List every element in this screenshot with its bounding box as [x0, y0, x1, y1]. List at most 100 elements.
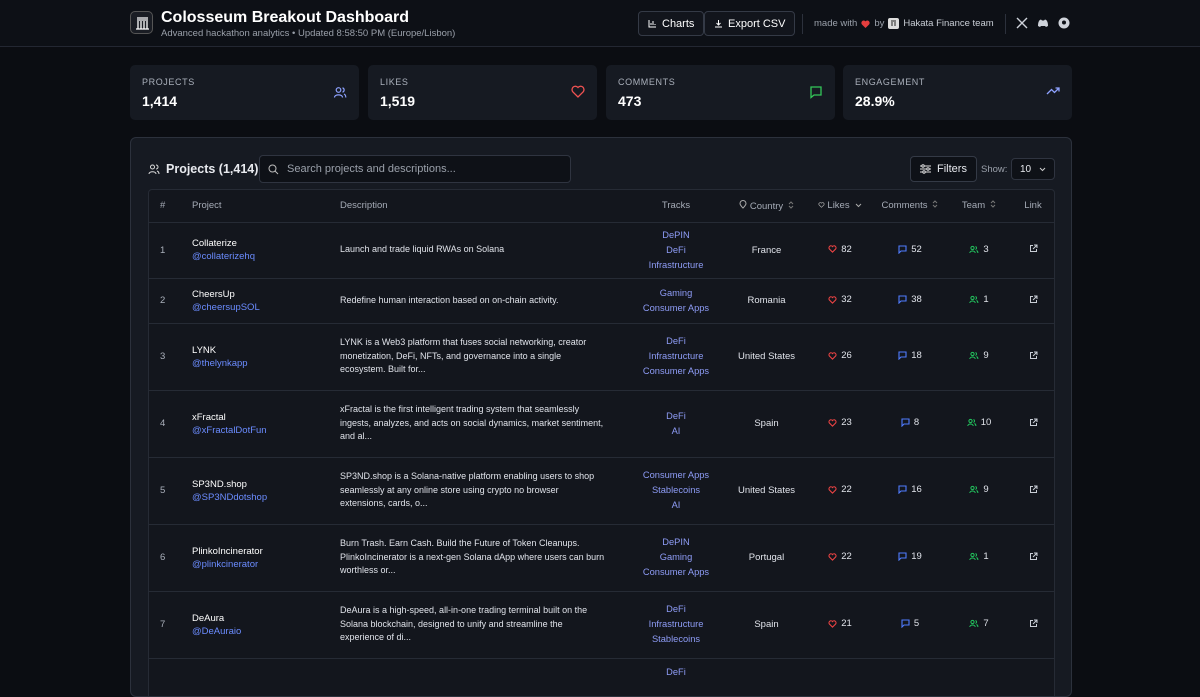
likes-count: 23: [828, 417, 852, 428]
cell: [873, 658, 947, 696]
column-label: Country: [749, 200, 784, 212]
team-value: 9: [983, 350, 989, 361]
column-header[interactable]: Likes: [807, 190, 873, 223]
project-handle[interactable]: @SP3NDdotshop: [192, 491, 268, 503]
cell: France: [726, 222, 807, 279]
project-handle[interactable]: @DeAuraio: [192, 625, 242, 637]
project-handle[interactable]: @cheersupSOL: [192, 301, 260, 313]
column-header[interactable]: Comments: [873, 190, 947, 223]
cell: [149, 658, 191, 696]
track: DeFi: [666, 410, 686, 421]
external-link[interactable]: [1029, 552, 1038, 564]
subtitle: Advanced hackathon analytics: [161, 28, 290, 39]
project-name: DeAura: [192, 612, 225, 624]
track: DePIN: [662, 229, 690, 240]
export-button[interactable]: Export CSV: [704, 11, 796, 36]
team-link[interactable]: Hakata Finance team: [903, 18, 994, 29]
cell: 19: [873, 524, 947, 592]
external-link[interactable]: [1029, 619, 1038, 631]
comments-value: 8: [913, 417, 920, 428]
cell: 18: [873, 323, 947, 391]
comments-count: 8: [901, 417, 919, 428]
cell: [1011, 591, 1054, 659]
description: Launch and trade liquid RWAs on Solana: [340, 244, 505, 255]
track: Consumer Apps: [642, 470, 710, 480]
team-value: 7: [983, 618, 989, 629]
likes-count: 82: [828, 244, 852, 255]
country: Portugal: [748, 552, 785, 563]
cell: 32: [807, 278, 873, 324]
track: Infrastructure: [648, 351, 704, 361]
project-handle[interactable]: @xFractalDotFun: [192, 424, 267, 436]
cell: DeFi AI: [626, 390, 726, 458]
project-handle[interactable]: @thelynkapp: [192, 357, 248, 369]
comments-value: 5: [913, 618, 920, 629]
track: Consumer Apps: [642, 302, 710, 313]
cell: [947, 658, 1011, 696]
comments-value: 19: [911, 551, 922, 562]
show-select[interactable]: 10: [1011, 158, 1055, 180]
stat-label: COMMENTS: [618, 77, 676, 87]
cell: DeFi Infrastructure Consumer Apps: [626, 323, 726, 391]
discord-icon[interactable]: [1036, 16, 1050, 30]
stat-label: ENGAGEMENT: [855, 77, 926, 87]
stat-card: LIKES 1,519: [368, 65, 597, 120]
github-icon[interactable]: [1057, 16, 1071, 30]
stat-value: 28.9%: [855, 93, 895, 109]
project-row: 5 SP3ND.shop @SP3NDdotshop SP3ND.shop is a …: [149, 457, 1054, 525]
cell: 10: [947, 390, 1011, 458]
track: AI: [671, 500, 681, 510]
cell: 82: [807, 222, 873, 279]
show-label: Show:: [981, 164, 1008, 175]
likes-value: 21: [841, 618, 852, 630]
filters-button[interactable]: Filters: [910, 156, 977, 182]
export-label: Export CSV: [728, 17, 786, 30]
project-name: PlinkoIncinerator: [192, 545, 263, 557]
external-link[interactable]: [1029, 351, 1038, 363]
charts-button[interactable]: Charts: [638, 11, 705, 36]
search-box[interactable]: Search projects and descriptions...: [259, 155, 571, 183]
cell: [1011, 278, 1054, 324]
external-link[interactable]: [1029, 485, 1038, 497]
track: Infrastructure: [648, 259, 704, 270]
track: Infrastructure: [648, 619, 704, 629]
x-icon[interactable]: [1015, 16, 1029, 30]
updated: • Updated 8:58:50 PM (Europe/Lisbon): [292, 28, 456, 39]
cell: 5: [873, 591, 947, 659]
rank: 1: [160, 244, 166, 256]
cell: DeFi: [626, 658, 726, 696]
track: DeFi: [666, 666, 686, 677]
comments-count: 19: [898, 551, 922, 562]
cell: Spain: [726, 390, 807, 458]
cell: xFractal @xFractalDotFun: [191, 390, 339, 458]
project-row: 2 CheersUp @cheersupSOL Redefine human inte…: [149, 278, 1054, 324]
team-value: 1: [983, 551, 989, 562]
external-link[interactable]: [1029, 418, 1038, 430]
external-link[interactable]: [1029, 295, 1038, 307]
column-header[interactable]: Country: [726, 190, 807, 223]
project-handle[interactable]: @collaterizehq: [192, 251, 255, 262]
column-header: Project: [191, 190, 339, 223]
column-header[interactable]: Team: [947, 190, 1011, 223]
header: Colosseum Breakout Dashboard Advanced ha…: [0, 0, 1200, 47]
likes-value: 22: [841, 484, 852, 496]
track: DeFi: [666, 604, 686, 614]
cell: 9: [947, 457, 1011, 525]
external-link[interactable]: [1029, 244, 1038, 256]
rank: 7: [160, 619, 166, 630]
cell: 3: [947, 222, 1011, 279]
likes-count: 22: [828, 551, 852, 562]
cell: Romania: [726, 278, 807, 324]
cell: CheersUp @cheersupSOL: [191, 278, 339, 324]
project-handle[interactable]: @plinkcinerator: [192, 558, 259, 570]
cell: LYNK is a Web3 platform that fuses socia…: [339, 323, 626, 391]
cell: 1: [947, 524, 1011, 592]
title: Colosseum Breakout Dashboard: [161, 9, 410, 26]
column-label: Team: [961, 200, 986, 212]
divider: [802, 14, 803, 34]
cell: 3: [149, 323, 191, 391]
project-row: 6 PlinkoIncinerator @plinkcinerator Burn Tr…: [149, 524, 1054, 592]
by: by: [874, 18, 885, 29]
track: Consumer Apps: [642, 567, 710, 577]
comments-count: 52: [898, 244, 922, 255]
